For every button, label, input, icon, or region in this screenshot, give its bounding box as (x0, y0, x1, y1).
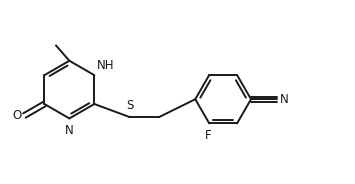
Text: F: F (205, 129, 212, 142)
Text: S: S (126, 99, 133, 112)
Text: N: N (65, 124, 74, 137)
Text: NH: NH (97, 59, 115, 72)
Text: N: N (279, 93, 288, 106)
Text: O: O (12, 109, 22, 122)
